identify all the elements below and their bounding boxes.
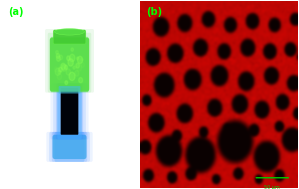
FancyBboxPatch shape	[48, 33, 91, 93]
Circle shape	[81, 62, 84, 68]
FancyBboxPatch shape	[56, 83, 83, 139]
Text: 50 μm: 50 μm	[264, 185, 280, 189]
Text: (a): (a)	[8, 7, 24, 17]
Circle shape	[65, 81, 68, 85]
Circle shape	[68, 59, 73, 66]
Circle shape	[62, 64, 67, 71]
FancyBboxPatch shape	[49, 132, 90, 162]
Circle shape	[57, 73, 62, 80]
FancyBboxPatch shape	[46, 132, 93, 162]
Circle shape	[59, 64, 65, 72]
Circle shape	[56, 50, 58, 54]
FancyBboxPatch shape	[61, 88, 78, 135]
Circle shape	[66, 69, 71, 75]
Circle shape	[76, 64, 82, 71]
Circle shape	[54, 67, 58, 72]
Circle shape	[71, 63, 75, 68]
Circle shape	[77, 56, 83, 64]
FancyBboxPatch shape	[54, 132, 85, 162]
Circle shape	[81, 58, 83, 61]
FancyBboxPatch shape	[53, 83, 86, 139]
Text: (b): (b)	[146, 7, 162, 17]
Circle shape	[71, 48, 74, 51]
FancyBboxPatch shape	[51, 36, 89, 93]
Circle shape	[75, 70, 79, 76]
FancyBboxPatch shape	[52, 132, 87, 162]
Circle shape	[59, 67, 62, 72]
Circle shape	[76, 63, 80, 68]
Circle shape	[58, 70, 61, 74]
FancyBboxPatch shape	[51, 83, 89, 139]
Circle shape	[65, 65, 68, 69]
Circle shape	[59, 55, 62, 60]
FancyBboxPatch shape	[57, 83, 82, 139]
Circle shape	[77, 57, 79, 60]
FancyBboxPatch shape	[53, 30, 86, 44]
FancyBboxPatch shape	[59, 86, 80, 94]
Circle shape	[67, 56, 70, 60]
Circle shape	[55, 68, 60, 75]
Circle shape	[57, 56, 60, 61]
Circle shape	[61, 63, 65, 70]
Circle shape	[69, 72, 75, 81]
Circle shape	[73, 66, 75, 69]
FancyBboxPatch shape	[50, 37, 89, 92]
FancyBboxPatch shape	[53, 135, 86, 159]
FancyBboxPatch shape	[45, 29, 94, 93]
Ellipse shape	[54, 29, 85, 35]
Circle shape	[79, 77, 83, 83]
Circle shape	[70, 54, 75, 62]
Circle shape	[56, 53, 60, 58]
